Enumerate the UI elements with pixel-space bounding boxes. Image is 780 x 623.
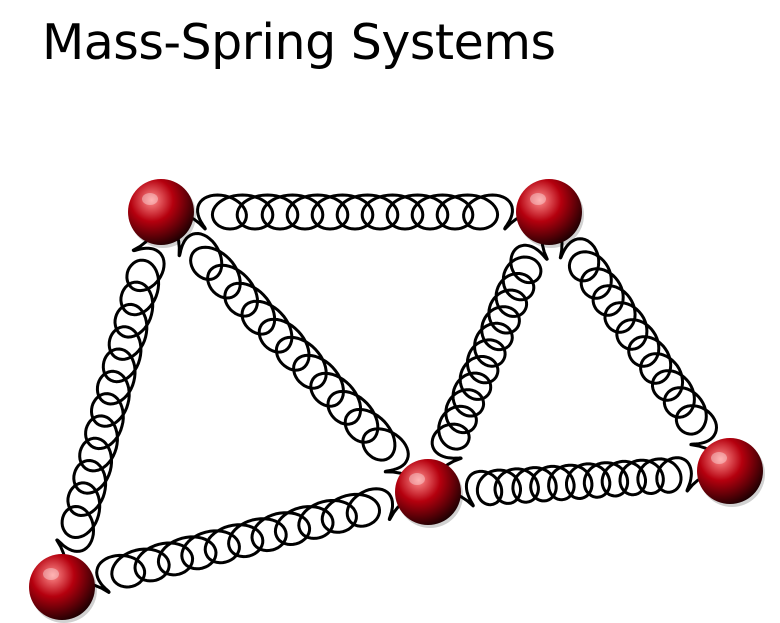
spring-diagonal-center (426, 210, 551, 494)
mass-right (697, 438, 765, 507)
spring-diagonal-right (547, 210, 732, 473)
spring-top (159, 193, 551, 231)
mass-top-right (516, 179, 584, 248)
springs (55, 193, 732, 594)
spring-diagonal-left (159, 210, 430, 494)
spring-left (55, 210, 166, 589)
mass-bottom-left (29, 554, 97, 623)
masses (29, 179, 765, 623)
mass-top-left (128, 179, 196, 248)
spring-bottom-left (60, 487, 430, 594)
spring-bottom-right (426, 456, 732, 508)
mass-center (395, 459, 463, 528)
page-title: Mass-Spring Systems (42, 14, 556, 71)
